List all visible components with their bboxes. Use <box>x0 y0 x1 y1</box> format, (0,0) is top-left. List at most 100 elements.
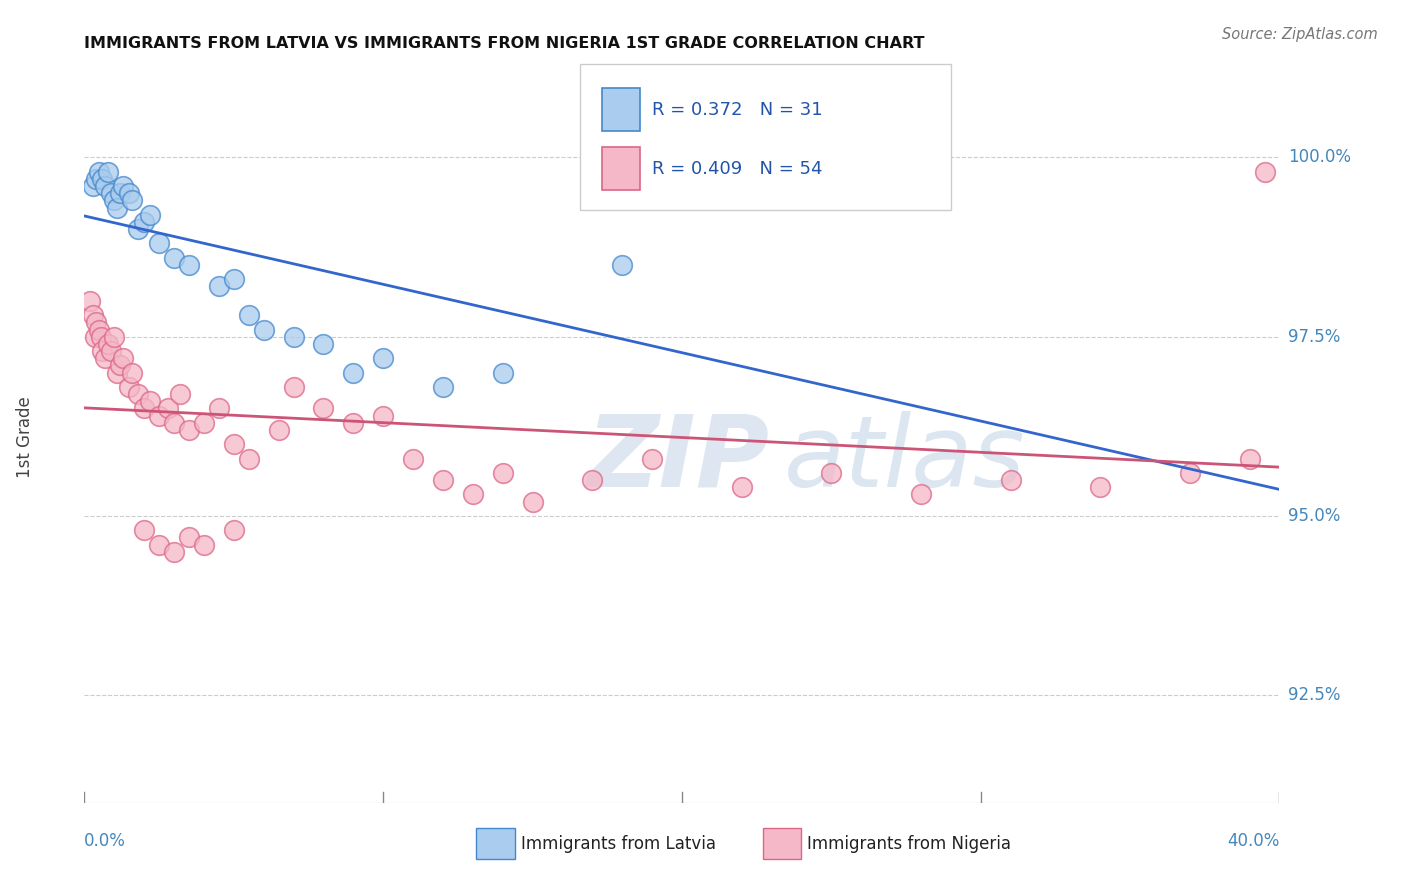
Point <box>112 351 135 366</box>
Point <box>267 423 290 437</box>
Point <box>432 473 454 487</box>
Point <box>641 451 664 466</box>
Point <box>127 387 149 401</box>
Text: 97.5%: 97.5% <box>1288 327 1340 346</box>
Point <box>91 344 114 359</box>
Point <box>610 258 633 272</box>
Point <box>222 272 245 286</box>
Point <box>169 387 191 401</box>
Point <box>157 401 180 416</box>
Point <box>910 487 932 501</box>
Point <box>193 538 215 552</box>
Point <box>1178 466 1201 480</box>
Point <box>105 366 128 380</box>
Point <box>342 416 364 430</box>
Point <box>283 380 305 394</box>
Point <box>371 409 394 423</box>
Point <box>581 473 603 487</box>
Text: 100.0%: 100.0% <box>1288 148 1351 167</box>
Point <box>100 344 122 359</box>
FancyBboxPatch shape <box>602 88 640 131</box>
Point <box>731 172 754 186</box>
Point <box>371 351 394 366</box>
Point <box>97 165 120 179</box>
Point <box>86 315 108 329</box>
Text: 92.5%: 92.5% <box>1288 686 1340 705</box>
Text: R = 0.409   N = 54: R = 0.409 N = 54 <box>652 160 823 178</box>
Point <box>177 531 200 545</box>
Point <box>91 172 114 186</box>
Point <box>110 359 132 373</box>
Point <box>132 401 156 416</box>
Point <box>139 208 162 222</box>
Point <box>100 186 122 201</box>
Text: 0.0%: 0.0% <box>84 832 127 850</box>
Text: Immigrants from Latvia: Immigrants from Latvia <box>520 835 716 853</box>
Point <box>148 409 170 423</box>
Point <box>283 329 305 343</box>
Point <box>432 380 454 394</box>
Point <box>492 366 515 380</box>
Text: atlas: atlas <box>783 410 1025 508</box>
Text: Source: ZipAtlas.com: Source: ZipAtlas.com <box>1222 27 1378 42</box>
Point <box>1239 451 1261 466</box>
Point <box>522 494 544 508</box>
FancyBboxPatch shape <box>581 64 950 211</box>
FancyBboxPatch shape <box>763 829 801 859</box>
Text: Immigrants from Nigeria: Immigrants from Nigeria <box>807 835 1011 853</box>
Point <box>121 366 143 380</box>
Point <box>208 401 231 416</box>
Point <box>83 329 105 343</box>
Point <box>82 308 104 322</box>
Text: R = 0.372   N = 31: R = 0.372 N = 31 <box>652 101 823 120</box>
Text: ZIP: ZIP <box>586 410 769 508</box>
Point <box>94 179 117 194</box>
Point <box>820 466 842 480</box>
FancyBboxPatch shape <box>602 146 640 190</box>
Point <box>94 351 117 366</box>
Point <box>238 451 260 466</box>
Point <box>1088 480 1111 494</box>
Point <box>139 394 162 409</box>
Point <box>118 186 141 201</box>
Point <box>177 258 200 272</box>
Point <box>82 179 104 194</box>
Point <box>163 545 186 559</box>
Point <box>208 279 231 293</box>
FancyBboxPatch shape <box>477 829 515 859</box>
Point <box>90 329 112 343</box>
Point <box>121 194 143 208</box>
Text: 40.0%: 40.0% <box>1227 832 1279 850</box>
Point <box>312 401 335 416</box>
Point <box>193 416 215 430</box>
Point <box>132 215 156 229</box>
Point <box>163 251 186 265</box>
Point <box>253 322 276 336</box>
Point <box>112 179 135 194</box>
Text: IMMIGRANTS FROM LATVIA VS IMMIGRANTS FROM NIGERIA 1ST GRADE CORRELATION CHART: IMMIGRANTS FROM LATVIA VS IMMIGRANTS FRO… <box>84 36 925 51</box>
Point <box>105 201 128 215</box>
Point <box>163 416 186 430</box>
Point <box>177 423 200 437</box>
Point <box>79 293 101 308</box>
Point <box>89 165 111 179</box>
Point <box>97 336 120 351</box>
Point <box>103 194 125 208</box>
Point <box>118 380 141 394</box>
Point <box>86 172 108 186</box>
Point <box>402 451 425 466</box>
Point <box>1253 165 1275 179</box>
Point <box>89 322 111 336</box>
Point <box>342 366 364 380</box>
Point <box>222 437 245 451</box>
Point <box>127 222 149 236</box>
Point <box>148 538 170 552</box>
Point <box>731 480 754 494</box>
Point <box>492 466 515 480</box>
Point <box>110 186 132 201</box>
Text: 95.0%: 95.0% <box>1288 507 1340 525</box>
Point <box>312 336 335 351</box>
Point <box>461 487 484 501</box>
Point <box>238 308 260 322</box>
Point <box>148 236 170 251</box>
